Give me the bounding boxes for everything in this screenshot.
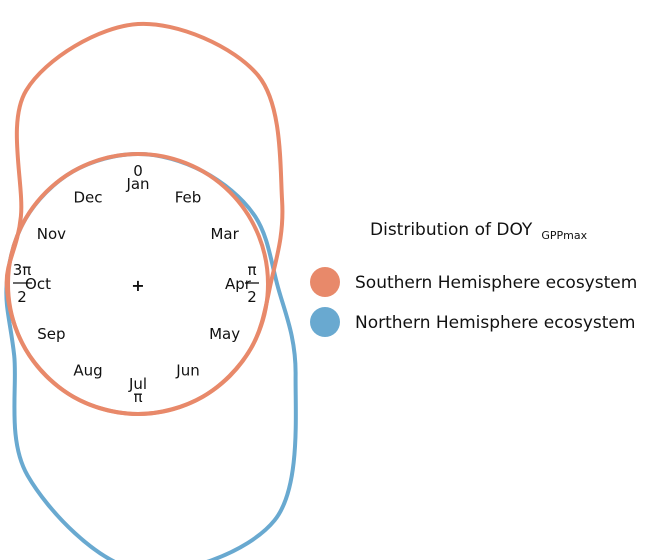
reference-circle	[6, 152, 270, 416]
angle-label-half-pi-numerator: π	[247, 261, 256, 279]
month-label-feb: Feb	[175, 188, 202, 206]
month-label-jul: Jul	[128, 375, 147, 393]
legend-label-northern: Northern Hemisphere ecosystem	[355, 313, 635, 333]
angle-label-three-half-pi-denominator: 2	[17, 288, 27, 306]
month-label-jan: Jan	[125, 175, 149, 193]
month-label-apr: Apr	[225, 275, 252, 293]
month-label-sep: Sep	[37, 325, 65, 343]
month-label-oct: Oct	[25, 275, 51, 293]
northern-density-curve	[4, 152, 298, 560]
month-label-may: May	[209, 325, 240, 343]
month-label-jun: Jun	[175, 362, 199, 380]
month-label-dec: Dec	[73, 188, 102, 206]
month-label-mar: Mar	[210, 225, 239, 243]
legend-title: Distribution of DOY GPPmax	[370, 220, 588, 242]
month-labels: Jan Feb Mar Apr May Jun Jul Aug Sep Oct Nov Dec	[25, 175, 252, 393]
legend: Distribution of DOY GPPmax Southern Hemi…	[310, 220, 637, 337]
legend-label-southern: Southern Hemisphere ecosystem	[355, 273, 637, 293]
center-marker: +	[131, 276, 144, 295]
legend-swatch-southern	[310, 267, 340, 297]
angle-label-pi: π	[133, 388, 142, 406]
month-label-aug: Aug	[73, 362, 102, 380]
angle-label-half-pi-denominator: 2	[247, 288, 257, 306]
southern-density-curve	[4, 21, 285, 416]
angle-label-three-half-pi-numerator: 3π	[13, 261, 32, 279]
legend-swatch-northern	[310, 307, 340, 337]
angle-label-zero: 0	[133, 162, 143, 180]
month-label-nov: Nov	[37, 225, 66, 243]
